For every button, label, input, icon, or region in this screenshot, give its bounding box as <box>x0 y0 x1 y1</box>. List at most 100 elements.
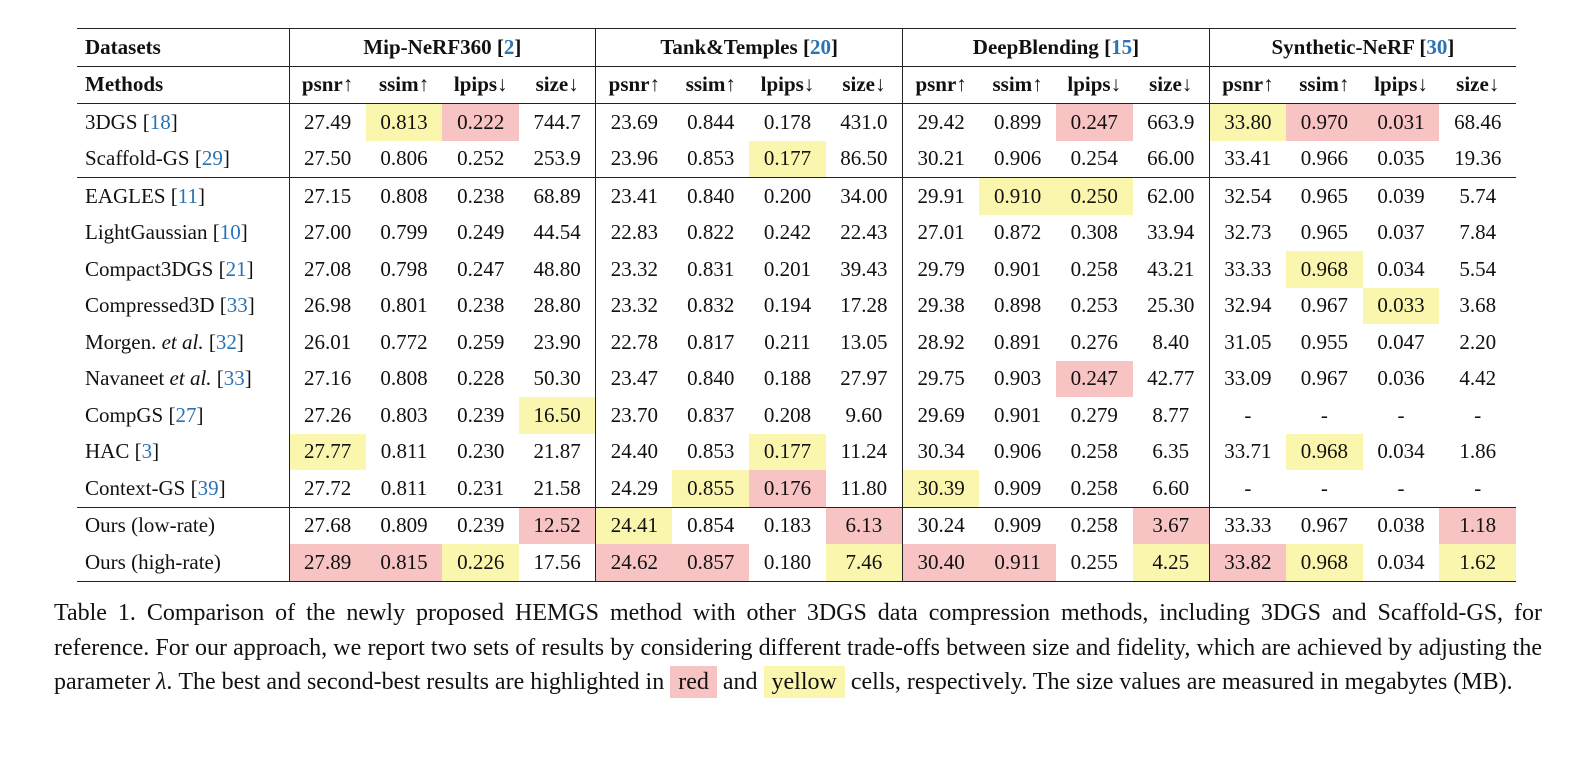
metric-value: 0.238 <box>457 293 505 318</box>
citation-ref: 3 <box>141 439 153 464</box>
metric-value: 0.817 <box>687 329 735 354</box>
metric-value: 0.037 <box>1377 220 1425 245</box>
table-row: LightGaussian [10] 27.00 0.799 0.249 44.54 22… <box>77 214 1516 251</box>
metric-value: 0.809 <box>380 513 428 538</box>
metric-value: 27.68 <box>288 507 366 544</box>
metric-value: 23.70 <box>595 397 673 434</box>
metric-value: 431.0 <box>840 109 888 134</box>
method-name: EAGLES [11] <box>85 183 205 208</box>
dataset-header-syntheticnerf: Synthetic-NeRF [30] <box>1208 28 1517 67</box>
metric-value: - <box>1208 470 1286 508</box>
metric-value: 30.34 <box>902 433 980 470</box>
metric-value: 11.24 <box>840 439 888 464</box>
metric-value: 0.965 <box>1300 183 1348 208</box>
citation-ref: 21 <box>225 256 247 281</box>
metric-value: 0.968 <box>1286 433 1363 470</box>
metric-value: 24.62 <box>595 544 673 582</box>
metric-value: 0.258 <box>1055 470 1133 508</box>
metric-value: 27.15 <box>288 177 366 215</box>
citation-ref: 32 <box>215 329 237 354</box>
metric-value: 68.89 <box>533 183 581 208</box>
metric-value: 33.33 <box>1208 251 1286 288</box>
metric-value: 33.71 <box>1208 433 1286 470</box>
metric-value: 0.230 <box>457 439 505 464</box>
metric-value: 0.252 <box>442 140 520 178</box>
metric-value: 0.899 <box>993 109 1042 134</box>
table-caption: Table 1. Comparison of the newly propose… <box>54 596 1542 700</box>
metric-value: - <box>1474 402 1482 427</box>
metric-value: - <box>1362 470 1440 508</box>
table-row: CompGS [27] 27.26 0.803 0.239 16.50 23.70 0.83… <box>77 397 1516 434</box>
metric-value: 0.898 <box>993 293 1042 318</box>
metric-value: 0.249 <box>457 220 505 245</box>
metric-header-row: Methods psnr↑ ssim↑ lpips↓ size↓ psnr↑ ssim↑ l… <box>77 66 1517 104</box>
metric-value: 27.97 <box>840 366 888 391</box>
metric-value: 0.837 <box>687 402 735 427</box>
metric-value: 24.40 <box>595 433 673 470</box>
metric-value: 0.901 <box>993 402 1042 427</box>
metric-header: psnr↑ <box>288 66 366 104</box>
metric-value: 0.955 <box>1300 329 1348 354</box>
metric-value: 0.803 <box>380 402 428 427</box>
metric-value: 663.9 <box>1147 109 1195 134</box>
metric-value: 744.7 <box>533 109 581 134</box>
metric-value: 0.831 <box>687 256 735 281</box>
metric-value: 5.74 <box>1459 183 1497 208</box>
metric-value: 2.20 <box>1459 329 1497 354</box>
metric-value: 0.180 <box>749 544 826 582</box>
method-name: Compressed3D [33] <box>85 293 255 318</box>
metric-value: 27.50 <box>288 140 366 178</box>
table-row: Morgen. et al. [32] 26.01 0.772 0.259 23.90 2… <box>77 324 1516 361</box>
citation-ref: 29 <box>201 146 223 171</box>
metric-value: 17.56 <box>519 544 596 582</box>
caption-suffix: cells, respectively. The size values are… <box>844 669 1513 695</box>
metric-value: - <box>1439 470 1517 508</box>
metric-value: 0.840 <box>687 366 735 391</box>
metric-value: 29.38 <box>902 287 980 324</box>
metric-value: 0.853 <box>672 140 750 178</box>
metric-value: 23.32 <box>595 251 673 288</box>
table-row: Compact3DGS [21] 27.08 0.798 0.247 48.80 23.3… <box>77 251 1516 288</box>
metric-value: 0.966 <box>1286 140 1363 178</box>
metric-value: 27.72 <box>288 470 366 508</box>
metric-value: 0.857 <box>672 544 750 582</box>
metric-value: 26.01 <box>288 324 366 361</box>
method-name: Navaneet et al. [33] <box>85 366 252 391</box>
metric-value: 68.46 <box>1454 109 1502 134</box>
metric-value: 3.67 <box>1132 507 1210 544</box>
metric-value: - <box>1286 470 1363 508</box>
metric-value: 23.90 <box>533 329 581 354</box>
metric-value: 33.82 <box>1208 544 1286 582</box>
metric-value: 0.967 <box>1300 513 1348 538</box>
metric-value: 6.13 <box>825 507 903 544</box>
metric-value: 25.30 <box>1147 293 1195 318</box>
metric-value: 0.178 <box>763 109 812 134</box>
caption-lambda: λ <box>155 669 167 695</box>
metric-value: 0.855 <box>672 470 750 508</box>
metric-value: 0.038 <box>1377 513 1425 538</box>
method-name: LightGaussian [10] <box>85 220 248 245</box>
table-row: Ours (low-rate) 27.68 0.809 0.239 12.52 24.41… <box>77 507 1517 544</box>
metric-value: 12.52 <box>519 507 596 544</box>
metric-value: 23.96 <box>595 140 673 178</box>
metric-value: 0.772 <box>380 329 428 354</box>
metric-value: 32.73 <box>1208 214 1286 251</box>
metric-header: ssim↑ <box>672 66 750 104</box>
metric-value: 0.039 <box>1377 183 1425 208</box>
metric-value: 0.177 <box>749 433 826 470</box>
metric-value: 44.54 <box>533 220 581 245</box>
metric-header: ssim↑ <box>979 66 1056 104</box>
metric-value: 0.968 <box>1286 544 1363 582</box>
metric-value: 0.253 <box>1070 293 1118 318</box>
dataset-header-row: Datasets Mip-NeRF360 [2] Tank&Temples [2… <box>77 28 1517 67</box>
metric-value: 0.035 <box>1362 140 1440 178</box>
method-name: Scaffold-GS [29] <box>77 140 289 178</box>
metric-value: 32.54 <box>1208 177 1286 215</box>
metric-value: 0.844 <box>687 109 735 134</box>
metric-value: 0.177 <box>749 140 826 178</box>
metric-value: 27.16 <box>288 360 366 397</box>
table-row: Navaneet et al. [33] 27.16 0.808 0.228 50.30… <box>77 360 1516 397</box>
citation-ref: 39 <box>197 475 219 500</box>
metric-value: 0.968 <box>1286 251 1363 288</box>
metric-value: 24.29 <box>595 470 673 508</box>
